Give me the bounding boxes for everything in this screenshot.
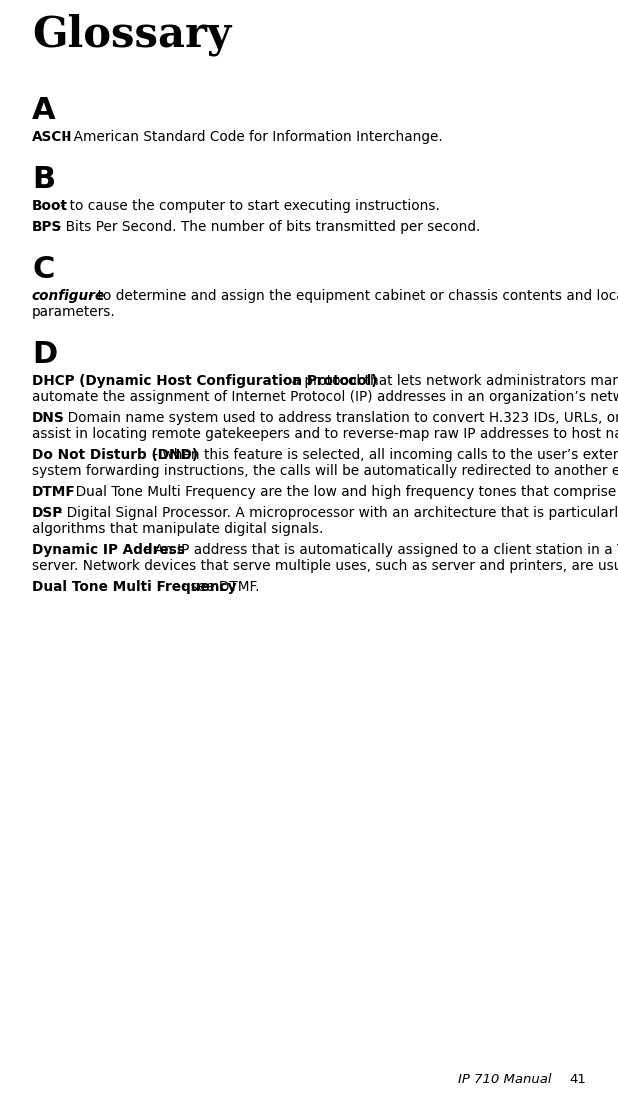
Text: - to determine and assign the equipment cabinet or chassis contents and location: - to determine and assign the equipment … <box>84 288 618 303</box>
Text: BPS: BPS <box>32 220 62 235</box>
Text: - when this feature is selected, all incoming calls to the user’s extension are : - when this feature is selected, all inc… <box>149 448 618 462</box>
Text: DNS: DNS <box>32 411 65 425</box>
Text: algorithms that manipulate digital signals.: algorithms that manipulate digital signa… <box>32 522 323 536</box>
Text: - Domain name system used to address translation to convert H.323 IDs, URLs, or : - Domain name system used to address tra… <box>54 411 618 425</box>
Text: DTMF: DTMF <box>32 486 76 499</box>
Text: DSP: DSP <box>32 506 63 520</box>
Text: - American Standard Code for Information Interchange.: - American Standard Code for Information… <box>60 130 443 144</box>
Text: - An IP address that is automatically assigned to a client station in a TCP/IP n: - An IP address that is automatically as… <box>140 543 618 557</box>
Text: DHCP (Dynamic Host Configuration Protocol): DHCP (Dynamic Host Configuration Protoco… <box>32 374 378 388</box>
Text: A: A <box>32 96 56 126</box>
Text: Boot: Boot <box>32 199 68 212</box>
Text: Do Not Disturb (DND): Do Not Disturb (DND) <box>32 448 198 462</box>
Text: - see DTMF.: - see DTMF. <box>177 580 260 595</box>
Text: parameters.: parameters. <box>32 305 116 319</box>
Text: Dynamic IP Address: Dynamic IP Address <box>32 543 185 557</box>
Text: C: C <box>32 255 54 284</box>
Text: Glossary: Glossary <box>32 14 231 56</box>
Text: system forwarding instructions, the calls will be automatically redirected to an: system forwarding instructions, the call… <box>32 464 618 478</box>
Text: server. Network devices that serve multiple uses, such as server and printers, a: server. Network devices that serve multi… <box>32 559 618 573</box>
Text: ASCII: ASCII <box>32 130 72 144</box>
Text: - Dual Tone Multi Frequency are the low and high frequency tones that comprise t: - Dual Tone Multi Frequency are the low … <box>62 486 618 499</box>
Text: configure: configure <box>32 288 105 303</box>
Text: D: D <box>32 340 57 369</box>
Text: - Digital Signal Processor. A microprocessor with an architecture that is partic: - Digital Signal Processor. A microproce… <box>53 506 618 520</box>
Text: IP 710 Manual: IP 710 Manual <box>457 1073 551 1086</box>
Text: B: B <box>32 165 55 194</box>
Text: - to cause the computer to start executing instructions.: - to cause the computer to start executi… <box>56 199 441 212</box>
Text: - Bits Per Second. The number of bits transmitted per second.: - Bits Per Second. The number of bits tr… <box>52 220 480 235</box>
Text: Dual Tone Multi Frequency: Dual Tone Multi Frequency <box>32 580 237 595</box>
Text: automate the assignment of Internet Protocol (IP) addresses in an organization’s: automate the assignment of Internet Prot… <box>32 390 618 404</box>
Text: 41: 41 <box>569 1073 586 1086</box>
Text: assist in locating remote gatekeepers and to reverse-map raw IP addresses to hos: assist in locating remote gatekeepers an… <box>32 427 618 442</box>
Text: - a protocol that lets network administrators manage centrally and: - a protocol that lets network administr… <box>278 374 618 388</box>
